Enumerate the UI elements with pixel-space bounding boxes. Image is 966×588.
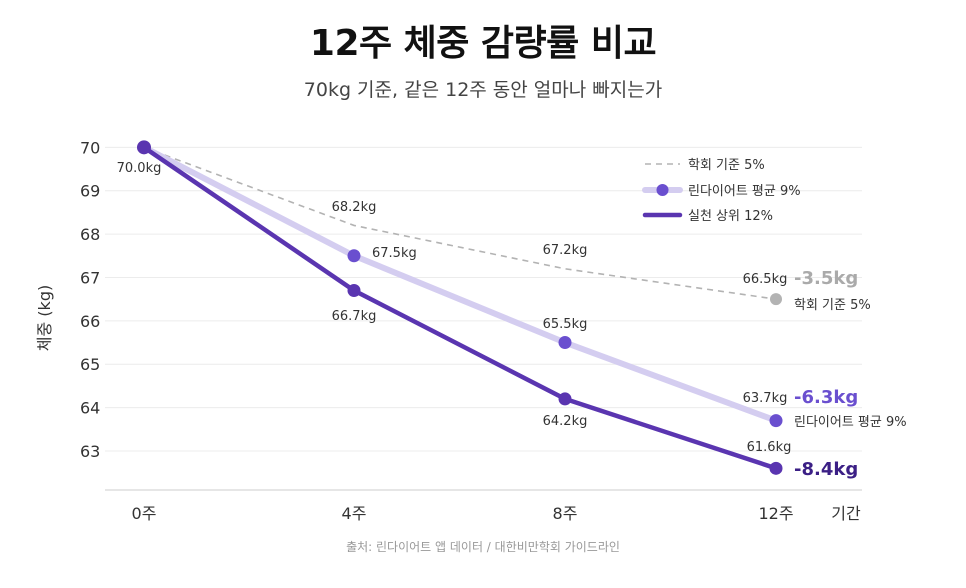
top-label-8: 64.2kg (543, 414, 588, 429)
y-axis-title: 체중 (kg) (35, 285, 54, 351)
average-point-12 (769, 414, 783, 428)
top-label-4: 66.7kg (332, 309, 377, 324)
average-label-8: 65.5kg (543, 317, 588, 332)
x-tick-label: 12주 (758, 504, 793, 523)
average-point-8 (558, 336, 572, 350)
y-tick-label: 69 (80, 182, 100, 201)
top-delta: -8.4kg (794, 459, 858, 480)
y-tick-label: 67 (80, 268, 100, 287)
label-layer: 70.0kg 68.2kg 67.2kg 66.5kg 67.5kg 65.5kg 63.7… (117, 161, 907, 480)
x-axis-title: 기간 (831, 504, 861, 523)
y-tick-label: 66 (80, 312, 100, 331)
series-layer (137, 140, 783, 475)
academic-label-8: 67.2kg (543, 243, 588, 258)
chart-subtitle: 70kg 기준, 같은 12주 동안 얼마나 빠지는가 (303, 79, 663, 101)
top-label-12: 61.6kg (747, 440, 792, 455)
x-tick-label: 4주 (342, 504, 367, 523)
legend-academic-label: 학회 기준 5% (688, 158, 765, 173)
academic-point-12 (770, 293, 782, 306)
start-point (137, 140, 151, 155)
top-point-8 (558, 392, 572, 406)
academic-label-4: 68.2kg (332, 200, 377, 215)
axis-layer: 63 64 65 66 67 68 69 70 0주 4주 8주 12주 기간 체중 (kg) (35, 138, 862, 523)
y-tick-label: 64 (80, 399, 100, 418)
average-label-4: 67.5kg (372, 246, 417, 261)
top-point-12 (769, 461, 783, 475)
y-tick-label: 70 (80, 138, 100, 157)
y-tick-label: 65 (80, 355, 100, 374)
average-label-12: 63.7kg (743, 391, 788, 406)
top-point-4 (347, 283, 361, 297)
academic-label-12: 66.5kg (743, 272, 788, 287)
average-point-4 (347, 249, 361, 263)
x-tick-label: 0주 (132, 504, 157, 523)
y-tick-label: 68 (80, 225, 100, 244)
legend-average-marker (656, 184, 669, 196)
series-top-line (141, 145, 779, 471)
series-average-line (141, 144, 779, 424)
source-note: 출처: 린다이어트 앱 데이터 / 대한비만학회 가이드라인 (346, 540, 620, 554)
legend-top-label: 실천 상위 12% (688, 209, 773, 224)
average-end-name: 린다이어트 평균 9% (794, 415, 907, 430)
legend: 학회 기준 5% 린다이어트 평균 9% 실천 상위 12% (642, 158, 801, 224)
series-academic-line (143, 146, 777, 300)
academic-delta: -3.5kg (794, 268, 858, 289)
x-tick-label: 8주 (553, 504, 578, 523)
grid-layer (105, 146, 862, 452)
academic-end-name: 학회 기준 5% (794, 298, 871, 313)
legend-average-label: 린다이어트 평균 9% (688, 184, 801, 199)
y-tick-label: 63 (80, 442, 100, 461)
average-delta: -6.3kg (794, 387, 858, 408)
chart-title: 12주 체중 감량률 비교 (309, 23, 657, 64)
start-value-label: 70.0kg (117, 161, 162, 176)
